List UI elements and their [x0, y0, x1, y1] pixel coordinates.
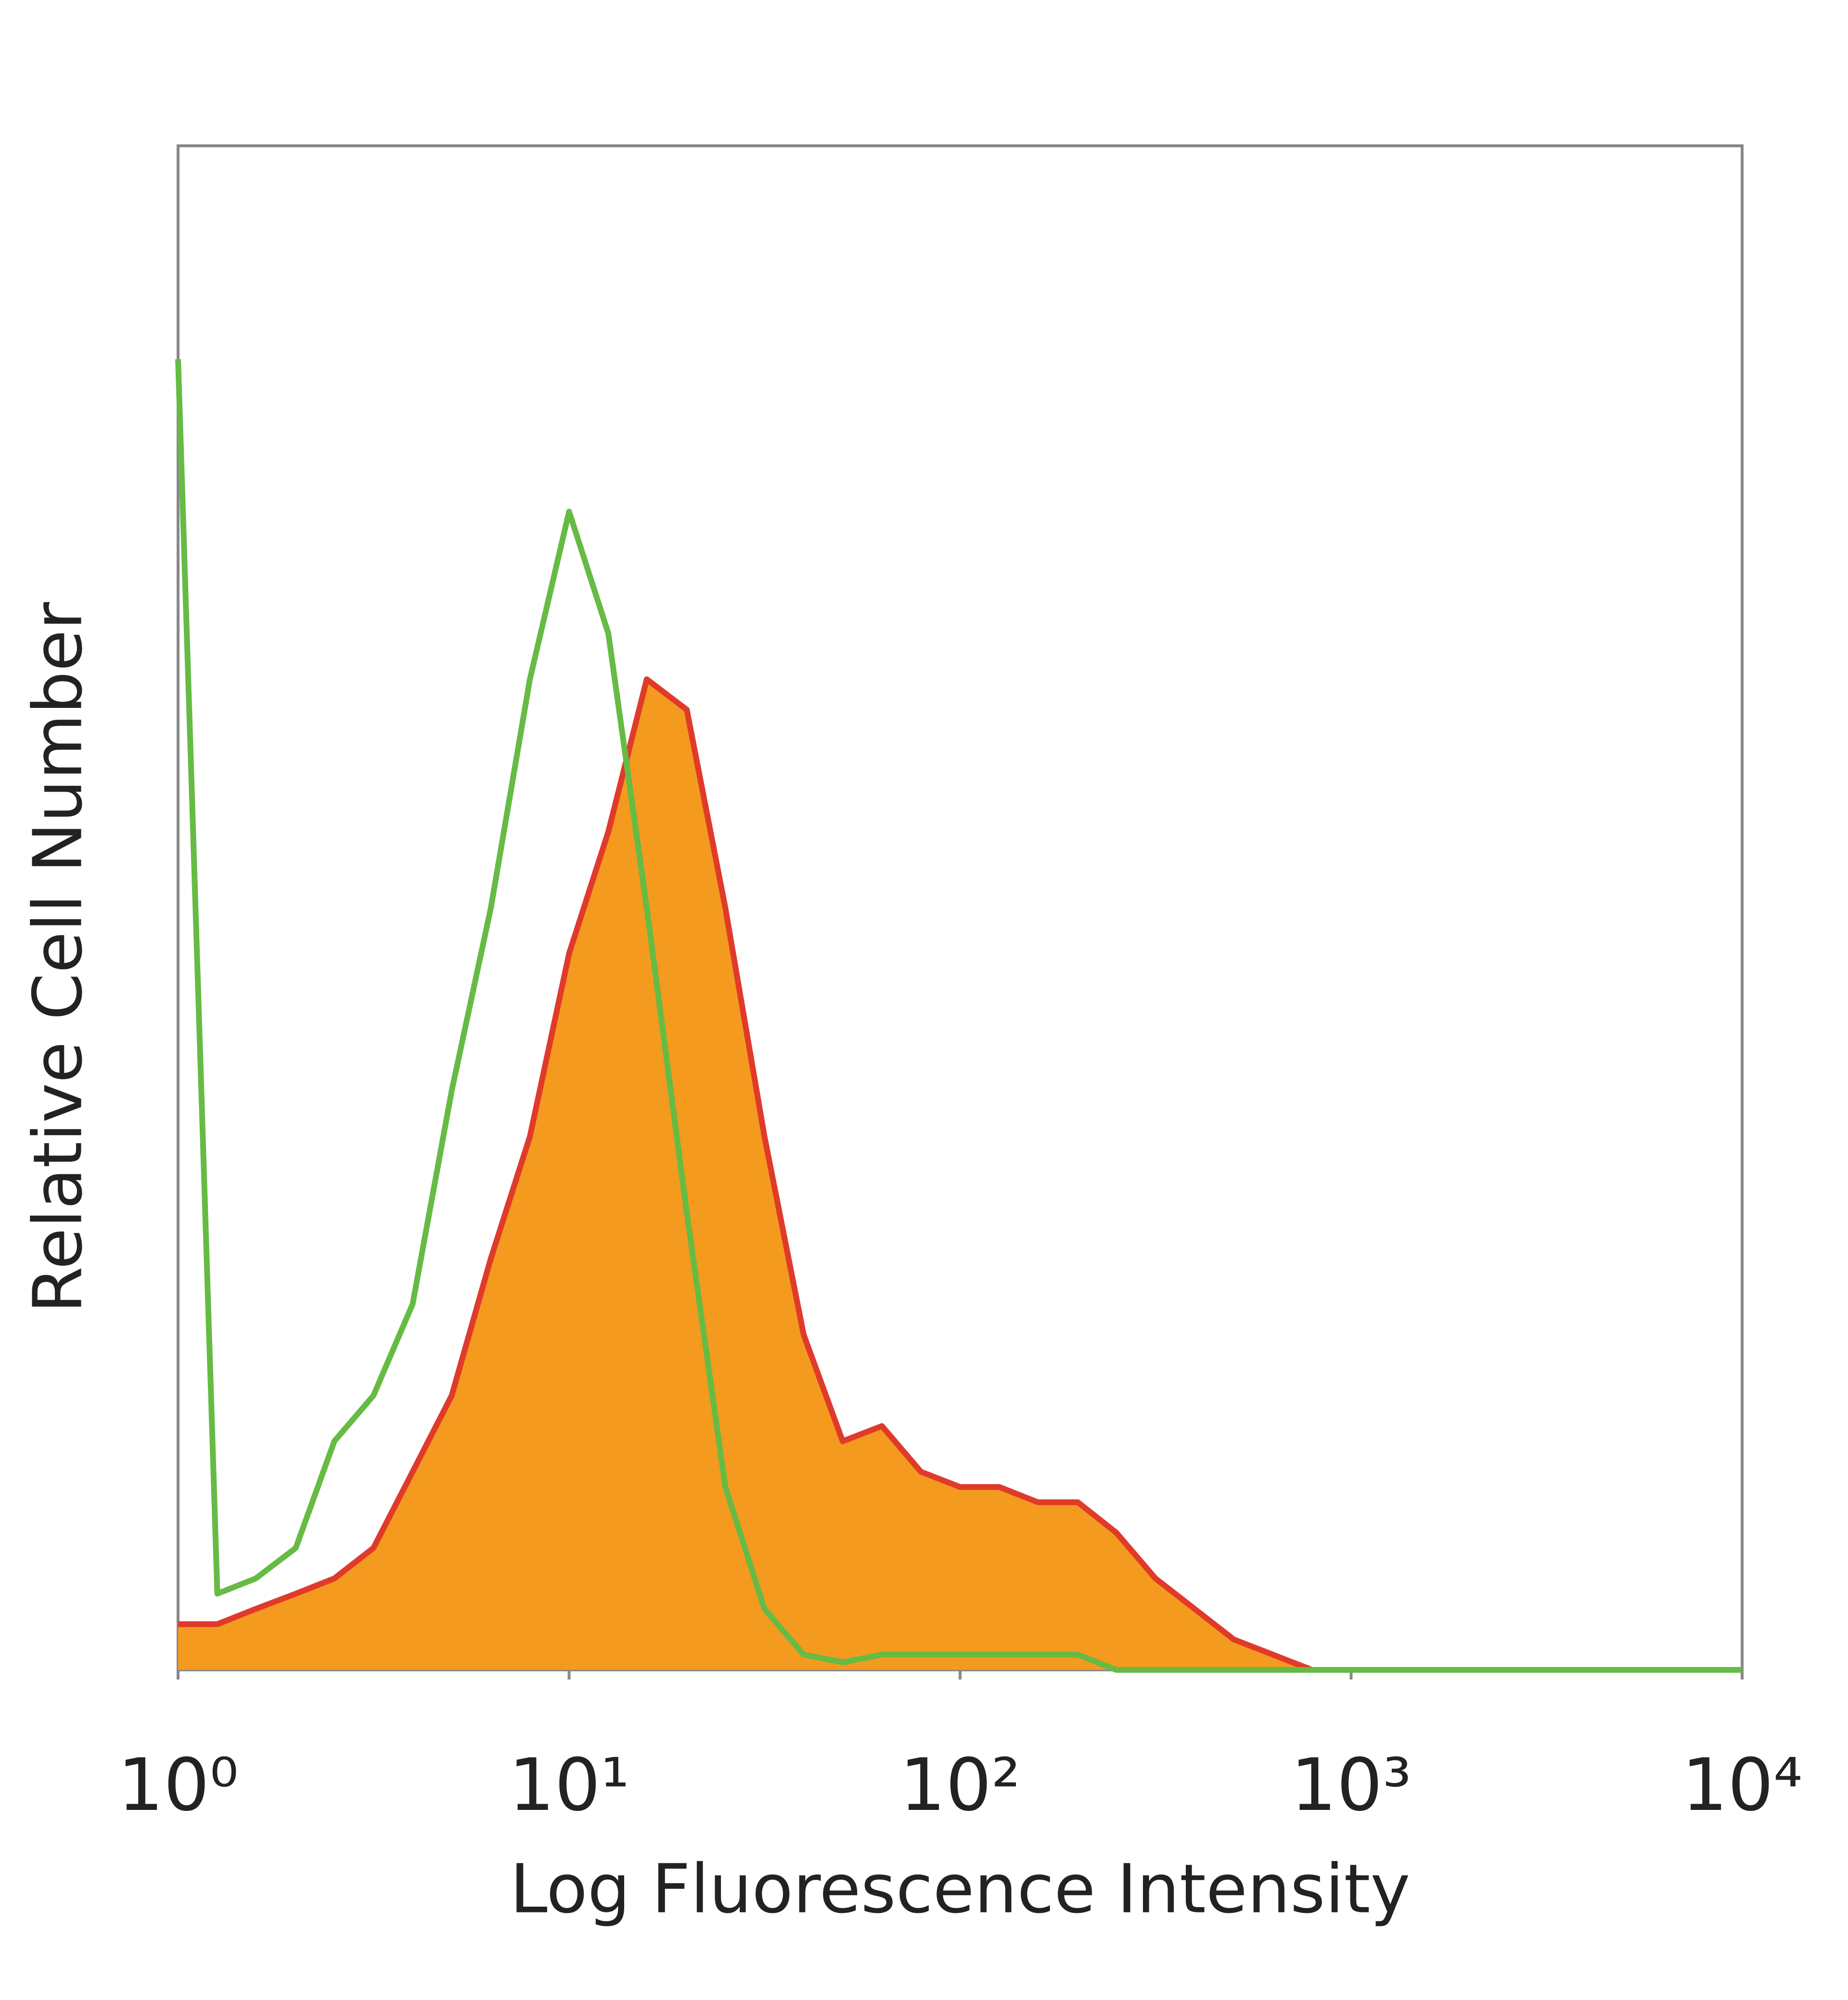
plot-frame — [177, 144, 1744, 1671]
x-tick-label: 10³ — [1291, 1744, 1412, 1827]
x-tick-label: 10¹ — [509, 1744, 629, 1827]
x-tick-label: 10² — [899, 1744, 1020, 1827]
x-axis-label: Log Fluorescence Intensity — [510, 1850, 1411, 1929]
x-tick-label: 10⁴ — [1681, 1744, 1802, 1827]
area — [178, 679, 1742, 1670]
y-axis-label: Relative Cell Number — [19, 602, 98, 1313]
line — [175, 359, 1742, 1673]
x-tick-label: 10⁰ — [117, 1744, 238, 1827]
